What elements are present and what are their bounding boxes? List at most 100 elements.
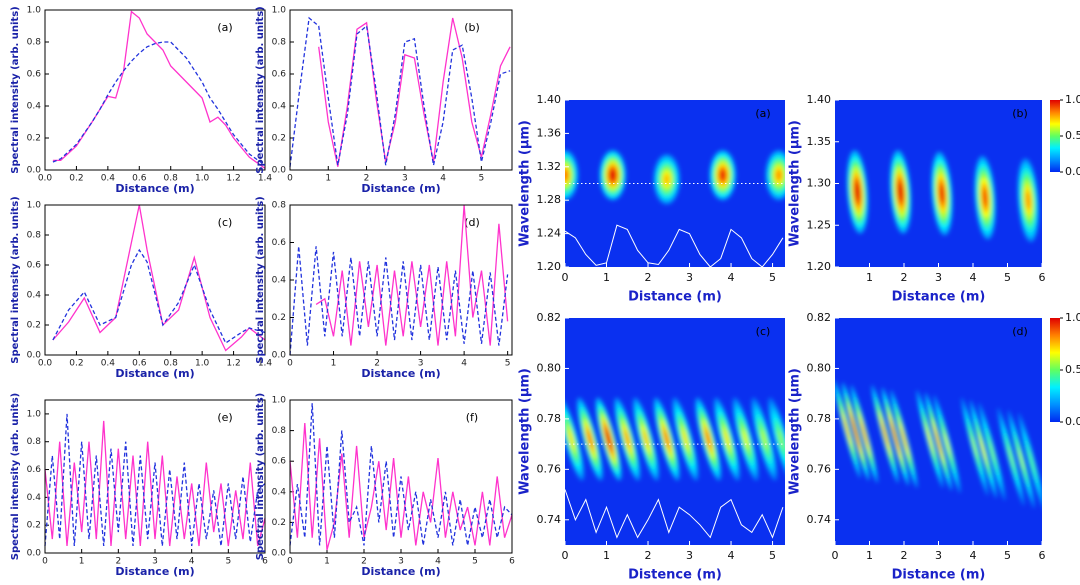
y-axis-title: Wavelength (μm) <box>518 120 533 247</box>
plot-frame <box>44 204 266 356</box>
intensity-spot <box>632 397 659 481</box>
intensity-spot <box>974 156 996 240</box>
intensity-spot <box>890 390 918 488</box>
y-tick-label: 0.80 <box>537 361 562 374</box>
y-tick-label: 1.40 <box>807 93 832 106</box>
panel-label: (b) <box>1012 107 1028 120</box>
x-tick-label: 5 <box>479 174 485 184</box>
x-tick-label: 1.4 <box>258 174 273 184</box>
x-tick-label: 4 <box>970 549 977 562</box>
y-tick-label: 0.76 <box>807 462 832 475</box>
intensity-spot <box>732 397 759 481</box>
y-tick-label: 1.0 <box>272 6 287 16</box>
y-tick-label: 0.4 <box>27 291 42 301</box>
x-tick-label: 2 <box>901 271 908 284</box>
data-line <box>52 248 266 344</box>
y-tick-label: 1.30 <box>807 177 832 190</box>
y-tick-label: 0.0 <box>27 166 42 176</box>
x-tick-label: 4 <box>461 359 467 369</box>
y-tick-label: 1.32 <box>537 160 562 173</box>
intensity-spot <box>565 150 579 201</box>
x-tick-label: 5 <box>1004 271 1011 284</box>
x-tick-label: 0.6 <box>132 359 147 369</box>
panel: 0 1 2 3 4 5 0.74 0.76 0.78 0.80 0.82 Distence (m) Wa… <box>518 311 785 583</box>
x-tick-label: 0.8 <box>164 359 179 369</box>
spot-level <box>882 423 889 445</box>
y-tick-label: 0.4 <box>27 493 42 503</box>
panel-label: (f) <box>466 411 478 424</box>
spot-level <box>1028 451 1035 473</box>
x-tick-label: 4 <box>189 557 195 567</box>
y-tick-label: 0.4 <box>27 102 42 112</box>
intensity-spot <box>969 400 997 498</box>
y-tick-label: 0.74 <box>807 513 832 526</box>
x-tick-label: 5 <box>225 557 231 567</box>
intensity-spot <box>889 150 912 234</box>
spot-level <box>568 429 575 449</box>
x-tick-label: 0.2 <box>69 174 83 184</box>
panel: 1 2 3 4 5 6 1.20 1.25 1.30 1.35 1.40 Distance (m) Wa… <box>788 93 1080 305</box>
panel: 0.0 0.2 0.4 0.6 0.8 1.0 1.2 1.4 0.0 0.2 0.4 0.6 0.8 1… <box>10 6 272 196</box>
x-tick-label: 0 <box>562 549 569 562</box>
intensity-trace <box>565 489 784 539</box>
x-tick-label: 5 <box>1004 549 1011 562</box>
intensity-spot <box>871 385 899 483</box>
intensity-spot <box>961 397 989 496</box>
x-tick-label: 0.0 <box>38 359 53 369</box>
data-line <box>318 17 511 167</box>
y-tick-label: 0.8 <box>272 38 287 48</box>
intensity-spot <box>765 150 785 201</box>
y-tick-label: 1.20 <box>807 260 832 273</box>
plot-frame <box>289 9 513 171</box>
x-axis-title: Distance (m) <box>361 565 440 578</box>
x-tick-label: 6 <box>509 557 515 567</box>
y-tick-label: 0.2 <box>27 521 41 531</box>
x-tick-label: 1 <box>866 271 873 284</box>
plot-frame <box>44 399 266 554</box>
x-tick-label: 5 <box>505 359 511 369</box>
y-tick-label: 0.80 <box>807 361 832 374</box>
x-tick-label: 3 <box>402 174 408 184</box>
x-axis-title: Distance (m) <box>115 565 194 578</box>
x-tick-label: 0.4 <box>101 174 116 184</box>
y-axis-title: Spectral intensity (arb. units) <box>10 196 21 364</box>
x-tick-label: 1 <box>866 549 873 562</box>
panel-label: (b) <box>464 21 480 34</box>
spot-level <box>682 429 689 449</box>
data-line <box>289 422 513 551</box>
intensity-spot <box>576 397 603 481</box>
intensity-spot <box>653 154 680 205</box>
x-tick-label: 3 <box>686 549 693 562</box>
x-tick-label: 4 <box>970 271 977 284</box>
x-tick-label: 0 <box>287 174 293 184</box>
spot-level <box>565 169 568 181</box>
x-tick-label: 0 <box>42 557 48 567</box>
y-tick-label: 0.6 <box>27 261 42 271</box>
intensity-spot <box>565 397 585 481</box>
y-tick-label: 0.2 <box>272 518 286 528</box>
intensity-spot <box>835 380 861 478</box>
data-line <box>315 204 509 346</box>
spot-level <box>892 425 899 448</box>
x-axis-title: Distance (m) <box>361 367 440 380</box>
spot-level <box>852 420 859 443</box>
intensity-spot <box>997 407 1025 506</box>
plot-frame <box>289 399 513 554</box>
x-axis-title: Distance (m) <box>892 290 986 305</box>
spot-level <box>724 429 730 449</box>
y-tick-label: 0.2 <box>27 321 41 331</box>
x-tick-label: 2 <box>115 557 121 567</box>
x-tick-label: 2 <box>901 549 908 562</box>
intensity-spot <box>713 397 740 481</box>
y-tick-label: 0.4 <box>272 276 287 286</box>
spot-level <box>982 188 988 207</box>
spot-level <box>901 428 907 450</box>
heatmap-area <box>835 380 1042 511</box>
heatmap-area <box>846 150 1039 242</box>
y-tick-label: 1.0 <box>272 396 287 406</box>
panel: 0 1 2 3 4 5 6 0.74 0.76 0.78 0.80 0.82 Distance (m) W… <box>788 311 1080 583</box>
x-tick-label: 0 <box>287 557 293 567</box>
intensity-spot <box>931 151 953 236</box>
colorbar-tick-label: 1.0 <box>1065 93 1080 106</box>
